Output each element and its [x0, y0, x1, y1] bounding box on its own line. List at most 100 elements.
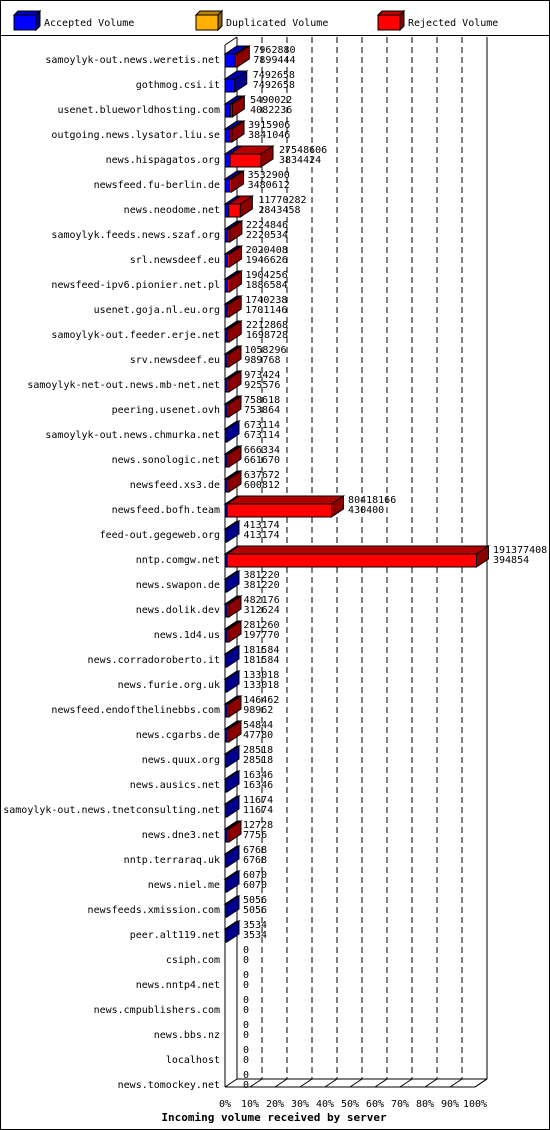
x-tick-label: 90% [441, 1099, 459, 1110]
category-label: nntp.comgw.net [136, 555, 220, 566]
category-label: news.dolik.dev [136, 605, 220, 616]
y-axis-top [224, 36, 238, 46]
x-ticks: 0% 10% 20% 30% 40% 50% 60% 70% 80% 90% 100% [219, 1078, 488, 1110]
bar-end-face [226, 745, 240, 768]
x-tick-label: 50% [341, 1099, 359, 1110]
bar-end-face [231, 95, 245, 118]
legend-label: Rejected Volume [408, 18, 498, 29]
value-label-top: 673114 [244, 420, 280, 431]
value-label-bottom: 381220 [243, 580, 279, 591]
category-label: peering.usenet.ovh [112, 405, 220, 416]
legend-swatch-side [399, 9, 405, 32]
x-tick-label: 10% [241, 1099, 259, 1110]
value-label-bottom: 28518 [243, 755, 273, 766]
category-label: samoylyk-net-out.news.mb-net.net [27, 380, 220, 391]
category-labels: samoylyk-out.news.weretis.net gothmog.csi… [3, 55, 220, 1091]
x-tick-mark [274, 1078, 288, 1088]
x-tick-mark [249, 1078, 263, 1088]
x-tick-label: 30% [291, 1099, 309, 1110]
value-label-top: 666334 [244, 445, 280, 456]
value-label-bottom: 7756 [243, 830, 267, 841]
value-label-top: 3534 [243, 920, 267, 931]
value-label-bottom: 753864 [244, 405, 280, 416]
category-label: news.tomockey.net [118, 1080, 220, 1091]
value-label-top: 1058296 [244, 345, 286, 356]
category-label: srv.newsdeef.eu [130, 355, 220, 366]
x-tick-label: 60% [366, 1099, 384, 1110]
category-label: news.ausics.net [130, 780, 220, 791]
bar-end-face [228, 345, 242, 368]
value-label-top: 1904256 [245, 270, 287, 281]
value-label-bottom: 3834424 [279, 155, 321, 166]
value-label-top: 16346 [243, 770, 273, 781]
bar-end-face [228, 395, 242, 418]
category-label: news.sonologic.net [112, 455, 220, 466]
value-label-top: 2020408 [246, 245, 288, 256]
legend-swatch-side [35, 9, 41, 32]
value-label-bottom: 133018 [243, 680, 279, 691]
value-label-bottom: 925576 [244, 380, 280, 391]
category-label: news.cgarbs.de [136, 730, 220, 741]
legend-swatch [13, 14, 37, 31]
value-label-bottom: 0 [243, 1005, 249, 1016]
bar-end-face [226, 870, 240, 893]
value-label-bottom: 430400 [348, 505, 384, 516]
value-label-bottom: 16346 [243, 780, 273, 791]
bar-end-face [228, 445, 242, 468]
value-label-bottom: 661670 [244, 455, 280, 466]
value-label-bottom: 181584 [243, 655, 279, 666]
bar-end-face [226, 670, 240, 693]
bar-segment [229, 153, 262, 168]
legend-swatch-side [217, 9, 223, 32]
bar-segment [224, 128, 231, 143]
x-tick-mark [349, 1078, 363, 1088]
bar-end-face [234, 70, 248, 93]
value-label-top: 0 [243, 1020, 249, 1031]
x-tick-mark [449, 1078, 463, 1088]
category-label: news.quux.org [142, 755, 220, 766]
value-label-bottom: 3480612 [248, 180, 290, 191]
x-tick-label: 100% [463, 1099, 487, 1110]
bar-segment [228, 203, 241, 218]
value-label-top: 7962880 [253, 45, 295, 56]
value-label-top: 54844 [243, 720, 273, 731]
value-label-top: 7492658 [253, 70, 295, 81]
category-label: newsfeed.xs3.de [130, 480, 220, 491]
bar-end-face [228, 295, 242, 318]
bar-end-face [475, 545, 489, 568]
value-label-top: 381220 [243, 570, 279, 581]
category-label: feed-out.gegeweb.org [100, 530, 220, 541]
x-tick-mark [374, 1078, 388, 1088]
value-label-bottom: 0 [243, 1030, 249, 1041]
value-label-bottom: 413174 [244, 530, 280, 541]
value-label-top: 3532900 [248, 170, 290, 181]
category-label: newsfeed.bofh.team [112, 505, 220, 516]
value-label-top: 6070 [243, 870, 267, 881]
category-label: usenet.blueworldhosting.com [57, 105, 220, 116]
value-label-bottom: 673114 [244, 430, 280, 441]
value-label-top: 5490022 [250, 95, 292, 106]
value-label-top: 28518 [243, 745, 273, 756]
bar-segment [224, 178, 231, 193]
category-label: news.dne3.net [142, 830, 220, 841]
value-label-bottom: 6070 [243, 880, 267, 891]
value-label-bottom: 1701146 [245, 305, 287, 316]
value-label-top: 6768 [243, 845, 267, 856]
value-label-top: 191377408 [493, 545, 547, 556]
bar-segment [224, 203, 230, 218]
legend: Accepted Volume Duplicated Volume Rejected… [12, 9, 498, 32]
value-label-top: 973424 [244, 370, 280, 381]
category-label: news.1d4.us [154, 630, 220, 641]
x-axis-label: Incoming volume received by server [161, 1111, 387, 1124]
value-label-bottom: 2843458 [258, 205, 300, 216]
value-label-top: 2212868 [246, 320, 288, 331]
value-label-bottom: 98962 [243, 705, 273, 716]
value-label-bottom: 0 [243, 980, 249, 991]
category-label: news.hispagatos.org [106, 155, 220, 166]
bar-end-face [226, 420, 240, 443]
value-label-bottom: 1886584 [245, 280, 287, 291]
value-label-bottom: 394854 [493, 555, 529, 566]
legend-label: Duplicated Volume [226, 18, 328, 29]
value-label-bottom: 0 [243, 1080, 249, 1091]
